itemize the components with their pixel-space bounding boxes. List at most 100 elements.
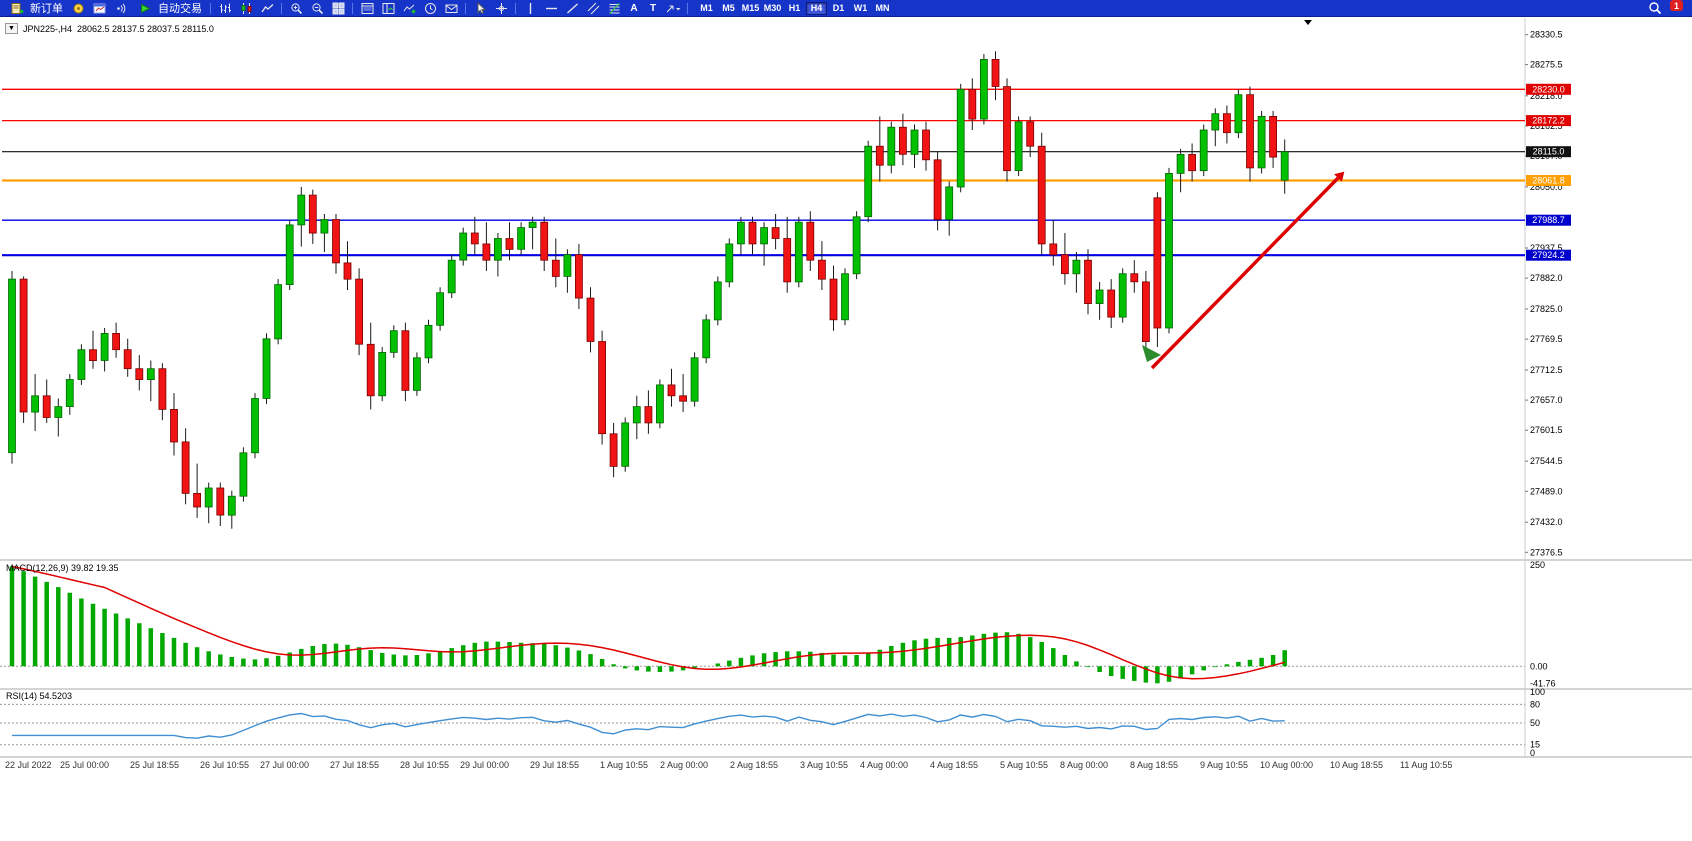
svg-text:29 Jul 18:55: 29 Jul 18:55 — [530, 760, 579, 770]
tf-button-m1[interactable]: M1 — [700, 3, 713, 13]
signals-icon[interactable] — [110, 1, 130, 16]
buy-marker[interactable] — [1142, 345, 1161, 362]
mailbox-icon[interactable] — [441, 1, 461, 16]
crosshair-icon[interactable] — [491, 1, 511, 16]
svg-text:27432.0: 27432.0 — [1530, 517, 1563, 527]
expert-advisors-icon[interactable] — [68, 1, 88, 16]
svg-text:28230.0: 28230.0 — [1532, 84, 1565, 94]
svg-text:4 Aug 18:55: 4 Aug 18:55 — [930, 760, 978, 770]
svg-text:27601.5: 27601.5 — [1530, 425, 1563, 435]
toolbar: 新订单 自动交易 — [0, 0, 1692, 17]
svg-text:28218.0: 28218.0 — [1530, 91, 1563, 101]
tf-button-mn[interactable]: MN — [875, 3, 890, 13]
toolbar-separator — [352, 2, 353, 14]
tf-button-h4[interactable]: H4 — [806, 1, 827, 15]
candles — [8, 51, 1289, 529]
svg-text:250: 250 — [1530, 560, 1545, 570]
svg-text:28061.8: 28061.8 — [1532, 176, 1565, 186]
svg-text:100: 100 — [1530, 687, 1545, 697]
candlestick-chart-icon[interactable] — [236, 1, 256, 16]
toolbar-separator — [465, 2, 466, 14]
rsi-indicator-label: RSI(14) 54.5203 — [6, 691, 73, 701]
svg-text:5 Aug 10:55: 5 Aug 10:55 — [1000, 760, 1048, 770]
svg-text:15: 15 — [1530, 740, 1540, 750]
svg-text:27769.5: 27769.5 — [1530, 334, 1563, 344]
svg-text:27376.5: 27376.5 — [1530, 547, 1563, 557]
svg-text:29 Jul 00:00: 29 Jul 00:00 — [460, 760, 509, 770]
trend-arrow[interactable] — [1150, 171, 1345, 370]
scroll-to-end-marker[interactable] — [1304, 20, 1312, 25]
svg-text:27 Jul 18:55: 27 Jul 18:55 — [330, 760, 379, 770]
svg-text:-41.76: -41.76 — [1530, 678, 1556, 688]
svg-text:80: 80 — [1530, 699, 1540, 709]
channel-icon[interactable] — [583, 1, 603, 16]
add-indicator-icon[interactable] — [399, 1, 419, 16]
svg-text:27 Jul 00:00: 27 Jul 00:00 — [260, 760, 309, 770]
bar-chart-icon[interactable] — [215, 1, 235, 16]
fibonacci-icon[interactable] — [604, 1, 624, 16]
toolbar-separator — [281, 2, 282, 14]
svg-text:10 Aug 18:55: 10 Aug 18:55 — [1330, 760, 1383, 770]
rsi-line — [12, 712, 1285, 739]
macd-panel: 250 0.00 -41.76 — [0, 560, 1556, 688]
time-axis: 22 Jul 2022 25 Jul 00:00 25 Jul 18:55 26 Ju… — [5, 760, 1452, 770]
text-label-tool-icon[interactable]: T — [649, 2, 657, 14]
svg-text:1 Aug 10:55: 1 Aug 10:55 — [600, 760, 648, 770]
autotrading-play-icon — [135, 1, 155, 16]
tf-button-w1[interactable]: W1 — [853, 3, 868, 13]
tf-button-h1[interactable]: H1 — [788, 3, 801, 13]
new-chart-icon[interactable] — [89, 1, 109, 16]
svg-text:25 Jul 00:00: 25 Jul 00:00 — [60, 760, 109, 770]
rsi-panel: 100 80 50 150 — [0, 687, 1545, 758]
svg-text:28 Jul 10:55: 28 Jul 10:55 — [400, 760, 449, 770]
zoom-in-icon[interactable] — [286, 1, 306, 16]
data-window-icon[interactable] — [357, 1, 377, 16]
svg-text:28115.0: 28115.0 — [1533, 147, 1565, 157]
toolbar-separator — [687, 2, 688, 14]
arrows-tool-icon[interactable] — [663, 1, 683, 16]
chart-header: ▼ JPN225-,H4 28062.5 28137.5 28037.5 281… — [5, 23, 214, 34]
svg-text:27988.7: 27988.7 — [1532, 215, 1565, 225]
toolbar-separator — [515, 2, 516, 14]
navigator-icon[interactable] — [378, 1, 398, 16]
autotrading-button[interactable]: 自动交易 — [131, 1, 206, 16]
tf-button-d1[interactable]: D1 — [832, 3, 845, 13]
macd-indicator-label: MACD(12,26,9) 39.82 19.35 — [6, 563, 119, 573]
search-icon[interactable] — [1645, 1, 1665, 16]
tf-button-m15[interactable]: M15 — [741, 3, 760, 13]
svg-text:9 Aug 10:55: 9 Aug 10:55 — [1200, 760, 1248, 770]
price-axis: 28330.528275.528218.028162.528107.028050… — [1525, 30, 1571, 557]
line-chart-icon[interactable] — [257, 1, 277, 16]
vertical-line-icon[interactable] — [520, 1, 540, 16]
svg-text:50: 50 — [1530, 718, 1540, 728]
svg-text:27489.0: 27489.0 — [1530, 486, 1563, 496]
new-order-icon — [7, 1, 27, 16]
panel-separators — [0, 18, 1692, 758]
text-tool-icon[interactable]: A — [630, 2, 638, 14]
autotrading-label: 自动交易 — [158, 3, 202, 15]
svg-text:10 Aug 00:00: 10 Aug 00:00 — [1260, 760, 1313, 770]
horizontal-line-icon[interactable] — [541, 1, 561, 16]
svg-text:11 Aug 10:55: 11 Aug 10:55 — [1400, 760, 1452, 770]
timeframe-group: M1 M5 M15 M30 H1 H4 D1 W1 MN — [696, 1, 893, 15]
svg-text:27712.5: 27712.5 — [1530, 365, 1563, 375]
svg-text:27825.0: 27825.0 — [1530, 304, 1563, 314]
svg-text:28275.5: 28275.5 — [1530, 60, 1563, 70]
periods-icon[interactable] — [420, 1, 440, 16]
tf-button-m5[interactable]: M5 — [722, 3, 735, 13]
symbol-dropdown-icon[interactable]: ▼ — [5, 23, 18, 34]
svg-text:28050.0: 28050.0 — [1530, 182, 1563, 192]
svg-text:3 Aug 10:55: 3 Aug 10:55 — [800, 760, 848, 770]
svg-text:27937.5: 27937.5 — [1530, 243, 1563, 253]
new-order-button[interactable]: 新订单 — [3, 1, 67, 16]
cursor-icon[interactable] — [470, 1, 490, 16]
zoom-out-icon[interactable] — [307, 1, 327, 16]
trendline-icon[interactable] — [562, 1, 582, 16]
svg-text:25 Jul 18:55: 25 Jul 18:55 — [130, 760, 179, 770]
tile-windows-icon[interactable] — [328, 1, 348, 16]
tf-button-m30[interactable]: M30 — [763, 3, 782, 13]
svg-text:22 Jul 2022: 22 Jul 2022 — [5, 760, 52, 770]
notification-badge[interactable]: 1 — [1670, 0, 1683, 11]
chart-symbol-title: JPN225-,H4 — [22, 23, 72, 34]
